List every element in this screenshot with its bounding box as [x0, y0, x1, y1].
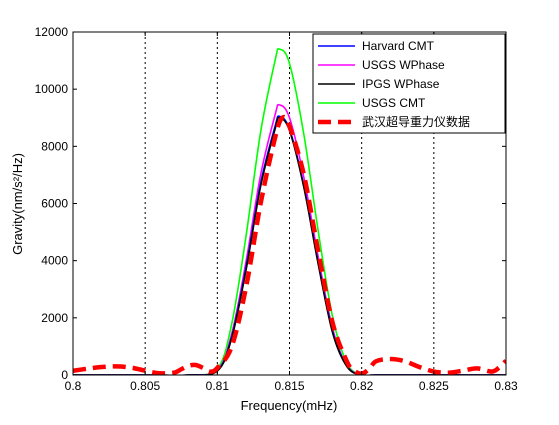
- x-tick-label: 0.8: [65, 379, 82, 393]
- legend: Harvard CMT USGS WPhase IPGS WPhase USGS CM…: [312, 33, 506, 134]
- y-tick-label: 2000: [41, 311, 68, 325]
- x-axis-label: Frequency(mHz): [241, 398, 338, 413]
- legend-label-0: Harvard CMT: [362, 39, 435, 53]
- legend-label-3: USGS CMT: [362, 96, 426, 110]
- legend-label-1: USGS WPhase: [362, 58, 445, 72]
- y-tick-label: 6000: [41, 197, 68, 211]
- series-line-4: [73, 114, 506, 375]
- x-tick-label: 0.82: [350, 379, 374, 393]
- y-tick-label: 10000: [35, 82, 69, 96]
- legend-label-4: 武汉超导重力仪数据: [362, 114, 470, 129]
- y-tick-label: 12000: [35, 25, 69, 39]
- x-tick-label: 0.83: [494, 379, 518, 393]
- y-tick-label: 8000: [41, 139, 68, 153]
- x-tick-label: 0.815: [274, 379, 304, 393]
- legend-label-2: IPGS WPhase: [362, 77, 440, 91]
- y-axis-label: Gravity(nm/s²/Hz): [10, 153, 25, 255]
- y-tick-label: 4000: [41, 254, 68, 268]
- x-tick-label: 0.805: [130, 379, 160, 393]
- x-tick-label: 0.825: [419, 379, 449, 393]
- y-tick-label: 0: [61, 368, 68, 382]
- x-tick-label: 0.81: [206, 379, 230, 393]
